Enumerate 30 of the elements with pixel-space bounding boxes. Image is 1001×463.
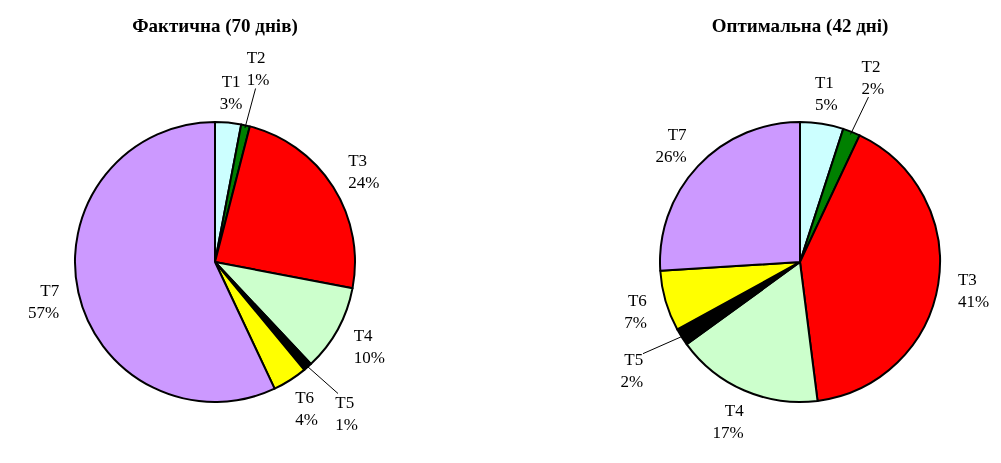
data-label: 2% <box>861 79 885 99</box>
chart-title: Фактична (70 днів) <box>132 15 298 37</box>
data-label: 1% <box>335 415 358 435</box>
data-label: 26% <box>655 147 687 167</box>
data-label: 7% <box>624 312 647 332</box>
slice-label: T1 <box>221 71 241 91</box>
data-label: 24% <box>348 172 380 192</box>
slice-label: T6 <box>627 290 647 310</box>
slice-label: T4 <box>724 400 745 420</box>
slice-label: T5 <box>335 393 355 413</box>
slice-label: T6 <box>295 388 315 408</box>
data-label: 17% <box>712 422 744 442</box>
slice-label: T2 <box>861 57 881 77</box>
data-label: 10% <box>353 347 385 367</box>
data-label: 1% <box>246 69 270 89</box>
data-label: 4% <box>295 410 318 430</box>
slice-label: T1 <box>814 73 834 93</box>
chart-title: Оптимальна (42 дні) <box>711 15 889 37</box>
data-label: 41% <box>957 291 990 311</box>
slice-label: T2 <box>246 47 266 67</box>
data-label: 57% <box>27 302 60 322</box>
slice-label: T3 <box>348 150 368 170</box>
data-label: 3% <box>219 93 243 113</box>
data-label: 5% <box>814 95 838 115</box>
slice-label: T7 <box>40 280 60 300</box>
data-label: 2% <box>620 372 644 392</box>
slice-label: T3 <box>957 269 977 289</box>
slice-label: T5 <box>624 350 644 370</box>
slice-label: T4 <box>353 325 374 345</box>
slice-label: T7 <box>667 125 688 145</box>
